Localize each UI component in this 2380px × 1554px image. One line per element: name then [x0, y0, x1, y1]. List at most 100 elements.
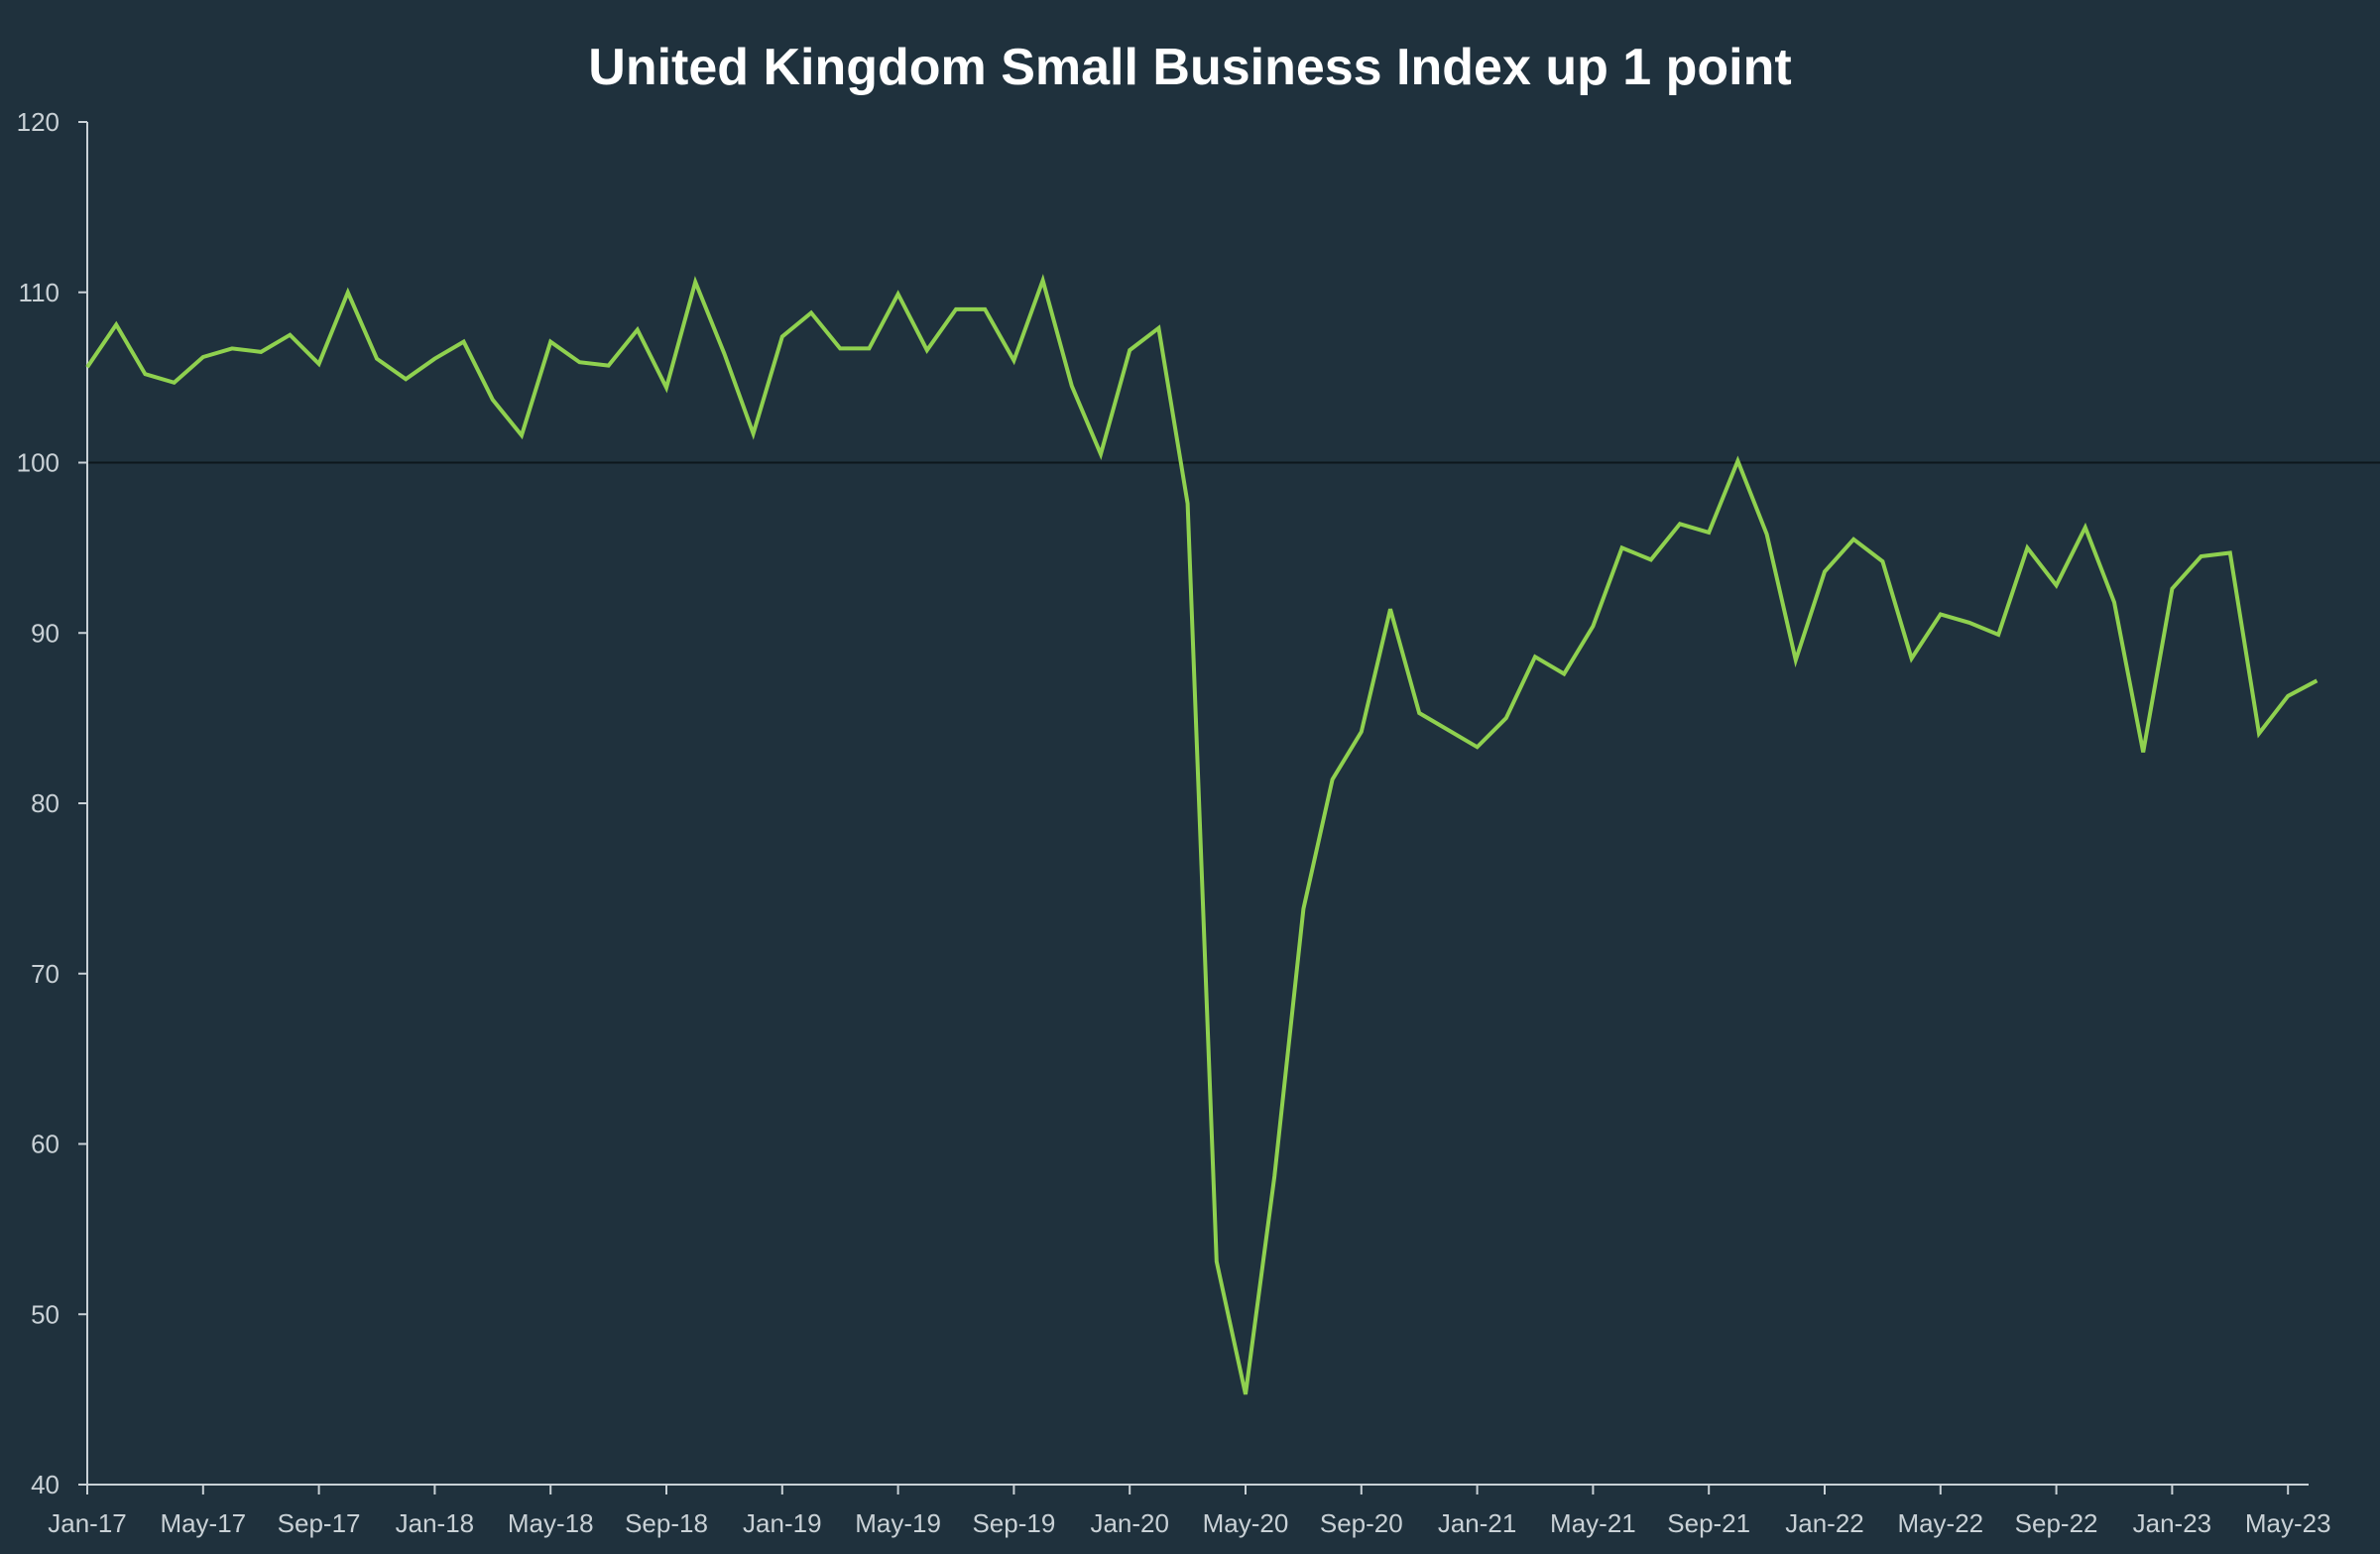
x-tick-label: Jan-20 [1090, 1508, 1169, 1538]
data-point [113, 321, 119, 327]
data-point [982, 306, 988, 312]
data-point [1300, 905, 1306, 911]
x-tick-label: Sep-21 [1667, 1508, 1750, 1538]
data-point [2256, 731, 2262, 737]
data-point [2140, 749, 2146, 755]
data-point [1561, 670, 1567, 676]
data-point [519, 432, 525, 438]
data-point [1445, 727, 1451, 733]
data-point [692, 279, 698, 285]
data-point [374, 356, 380, 362]
y-tick-label: 70 [31, 959, 60, 989]
data-point [142, 371, 148, 377]
data-point [1155, 325, 1161, 331]
x-tick-label: Sep-22 [2015, 1508, 2098, 1538]
data-point [1475, 744, 1481, 750]
y-tick-label: 40 [31, 1470, 60, 1499]
data-point [1040, 278, 1046, 284]
chart-title: United Kingdom Small Business Index up 1… [588, 39, 1792, 96]
data-point [2199, 553, 2204, 559]
data-point [2169, 586, 2175, 592]
data-point [2024, 544, 2030, 550]
data-point [229, 345, 235, 351]
data-point [431, 356, 437, 362]
data-point [779, 333, 785, 339]
x-tick-label: Sep-20 [1320, 1508, 1403, 1538]
data-point [2082, 525, 2088, 531]
data-point [635, 327, 641, 333]
x-tick-label: Sep-18 [625, 1508, 708, 1538]
data-point [2054, 582, 2060, 588]
data-point [663, 385, 669, 391]
data-point [316, 361, 322, 367]
data-point [1011, 357, 1016, 363]
data-point [1619, 544, 1625, 550]
x-tick-label: Jan-22 [1785, 1508, 1864, 1538]
y-tick-label: 90 [31, 618, 60, 648]
data-point [200, 354, 206, 360]
data-point [1590, 623, 1596, 629]
x-tick-label: Sep-17 [278, 1508, 361, 1538]
data-point [1995, 632, 2001, 638]
series-line [85, 274, 2319, 1395]
data-point [1503, 715, 1509, 721]
x-tick-label: May-21 [1550, 1508, 1636, 1538]
data-point [1185, 501, 1191, 507]
data-point [837, 345, 843, 351]
y-tick-label: 100 [17, 448, 60, 478]
data-point [2285, 693, 2291, 699]
data-point [1098, 451, 1104, 457]
x-tick-label: Jan-17 [48, 1508, 127, 1538]
data-point [895, 291, 901, 297]
data-point [1127, 347, 1132, 353]
data-point [1966, 620, 1972, 626]
data-point [1387, 606, 1393, 612]
data-point [1677, 521, 1683, 527]
y-tick-label: 120 [17, 107, 60, 137]
x-tick-label: May-23 [2245, 1508, 2331, 1538]
data-point [547, 339, 553, 345]
y-tick-label: 50 [31, 1299, 60, 1329]
data-point [1909, 656, 1915, 661]
data-point [1734, 458, 1740, 464]
data-point [258, 349, 264, 355]
y-tick-label: 110 [19, 278, 60, 307]
data-point [808, 309, 814, 315]
x-tick-label: May-18 [508, 1508, 594, 1538]
data-point [1879, 558, 1885, 564]
data-point [721, 351, 727, 357]
data-point [2314, 677, 2320, 683]
data-point [1648, 556, 1654, 562]
x-tick-label: May-20 [1203, 1508, 1289, 1538]
data-point [172, 380, 178, 386]
data-point [1938, 611, 1944, 617]
x-tick-label: Jan-19 [743, 1508, 822, 1538]
data-point [1271, 1173, 1277, 1179]
y-tick-label: 80 [31, 788, 60, 818]
x-tick-label: May-17 [160, 1508, 246, 1538]
data-point [1532, 654, 1538, 659]
data-point [924, 347, 930, 353]
data-point [1850, 537, 1856, 542]
data-point [287, 332, 293, 338]
data-point [2111, 599, 2117, 605]
data-point [606, 363, 612, 369]
x-tick-label: May-22 [1897, 1508, 1983, 1538]
data-point [345, 290, 351, 296]
data-point [461, 339, 467, 345]
data-point [1243, 1391, 1249, 1397]
data-point [866, 345, 872, 351]
data-point [1822, 568, 1828, 574]
data-point [576, 359, 582, 365]
data-point [1416, 710, 1422, 716]
data-point [403, 376, 409, 382]
x-tick-label: Jan-18 [396, 1508, 475, 1538]
data-point [490, 397, 496, 403]
x-tick-label: Jan-21 [1438, 1508, 1517, 1538]
data-point [1764, 532, 1770, 538]
x-tick-label: Sep-19 [972, 1508, 1055, 1538]
data-point [1330, 777, 1336, 782]
data-point [1359, 729, 1365, 735]
data-point [1793, 657, 1799, 663]
